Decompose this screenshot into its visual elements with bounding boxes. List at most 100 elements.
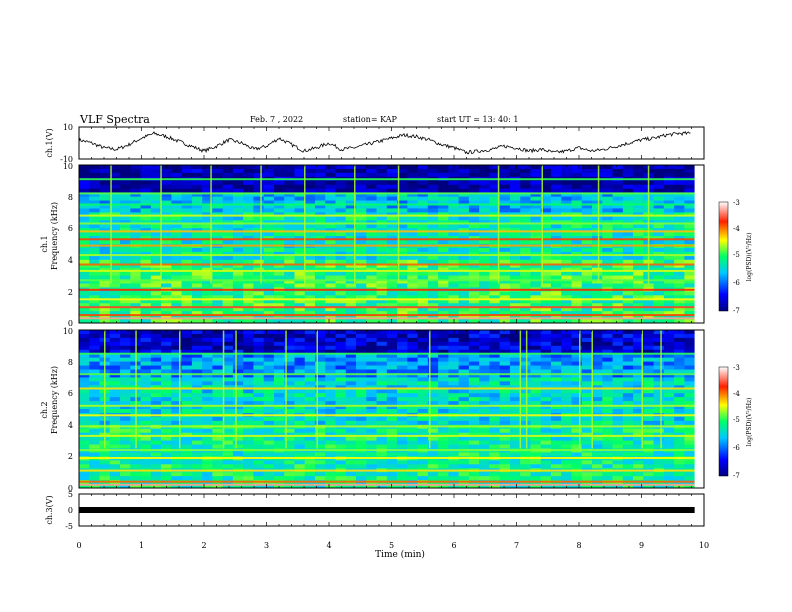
- ch2-spec-cell: [571, 333, 583, 339]
- ch2-spec-cell: [89, 428, 100, 434]
- ch1-spec-cell: [653, 299, 665, 304]
- ch2-spec-cell: [171, 409, 182, 414]
- ch2-spec-cell: [356, 440, 367, 445]
- ch2-spec-cell: [489, 397, 501, 402]
- ch1-spec-cell: [222, 303, 234, 308]
- ch1-spec-cell: [89, 192, 100, 197]
- ch2-spec-cell: [417, 420, 429, 426]
- ch2-spec-cell: [335, 381, 347, 386]
- ch1-spec-cell: [161, 192, 172, 197]
- ch1-spec-cell: [335, 236, 347, 241]
- ch2-spec-cell: [294, 405, 306, 410]
- ch2-spec-cell: [150, 369, 162, 374]
- ch2-spec-cell: [314, 460, 326, 465]
- ch2-spec-cell: [325, 365, 336, 370]
- ch1-spec-cell: [520, 275, 531, 280]
- ch1-spec-cell: [232, 212, 244, 217]
- ch2-spec-cell: [417, 472, 429, 477]
- ch1-spec-cell: [366, 283, 377, 288]
- ch2-spec-cell: [109, 409, 121, 414]
- ch1-spec-cell: [335, 259, 347, 265]
- ch2-spec-cell: [366, 353, 377, 359]
- ch2-spec-cell: [99, 476, 111, 481]
- ch1-spec-cell: [253, 192, 265, 197]
- ch1-spec-cell: [212, 251, 224, 257]
- ch1-spec-cell: [417, 311, 429, 316]
- ch1-spec-cell: [561, 267, 572, 273]
- ch1-spec-cell: [304, 172, 316, 178]
- ch2-spec-cell: [304, 472, 316, 477]
- ch2-spec-cell: [581, 353, 593, 359]
- ch2-spec-cell: [366, 337, 377, 343]
- ch1-spec-cell: [571, 184, 583, 190]
- ch2-spec-cell: [407, 401, 418, 406]
- ch2-spectrogram-panel: 0 2 4 6 8 10 ch.2 Frequency (kHz): [40, 327, 705, 493]
- ch1-spec-cell: [202, 200, 213, 205]
- ch1-spec-cell: [407, 299, 418, 304]
- ch2-spec-cell: [499, 397, 511, 402]
- ch1-spec-cell: [304, 283, 316, 288]
- ch2-spec-cell: [592, 472, 603, 477]
- ch1-spec-cell: [438, 267, 449, 273]
- ch1-spec-cell: [684, 311, 696, 316]
- ch1-spec-cell: [304, 236, 316, 241]
- ch2-spec-cell: [479, 361, 490, 366]
- ch1-cbar-tick-4: -4: [733, 225, 740, 233]
- ch1-spec-cell: [438, 200, 449, 205]
- ch1-spec-cell: [674, 311, 685, 316]
- ch1-spec-cell: [181, 232, 193, 237]
- ch2-spec-cell: [674, 385, 685, 390]
- ch1-spec-cell: [571, 165, 583, 170]
- ch1-spec-cell: [458, 299, 470, 304]
- ch1-spec-cell: [243, 315, 254, 320]
- ch1-spec-ylabel: ch.1: [40, 235, 49, 252]
- ch2-spec-cell: [202, 357, 213, 362]
- ch1-spec-cell: [120, 247, 131, 253]
- ch2-spec-cell: [304, 409, 316, 414]
- ch2-spec-cell: [530, 357, 542, 362]
- ch1-spec-cell: [161, 267, 172, 273]
- ch1-spec-cell: [571, 299, 583, 304]
- ch1-spec-cell: [684, 319, 696, 324]
- ch1-spec-cell: [294, 251, 306, 257]
- ch2-spec-cell: [509, 472, 521, 477]
- ch1-spec-cell: [376, 208, 388, 213]
- ch1-spec-cell: [438, 168, 449, 174]
- ch1-spec-cell: [550, 303, 562, 308]
- ch1-spec-cell: [581, 172, 593, 178]
- ch2-spec-cell: [386, 436, 398, 441]
- ch2-spec-cell: [643, 476, 654, 481]
- ch2-spec-cell: [540, 472, 552, 477]
- ch1-cbar-tick-5: -5: [733, 251, 740, 259]
- ch2-spec-cell: [458, 373, 470, 378]
- ch2-spec-cell: [386, 330, 398, 335]
- ch1-spec-cell: [540, 200, 552, 205]
- ch2-spec-cell: [530, 361, 542, 366]
- ch2-spec-cell: [263, 369, 275, 374]
- ch1-spec-cell: [294, 315, 306, 320]
- ch1-spec-cell: [499, 267, 511, 273]
- ch1-spec-cell: [386, 279, 398, 284]
- ch2-spec-cell: [612, 357, 624, 362]
- ch1-spec-cell: [120, 208, 131, 213]
- ch1-spec-cell: [468, 180, 480, 186]
- ch1-spec-cell: [581, 311, 593, 316]
- ch1-spec-cell: [130, 315, 141, 320]
- ch2-spec-cell: [417, 365, 429, 370]
- ch1-spec-cell: [191, 295, 203, 300]
- ch1-spec-cell: [150, 184, 162, 190]
- ch2-spec-cell: [386, 365, 398, 370]
- ch2-spec-cell: [202, 476, 213, 481]
- ch2-spec-cell: [684, 353, 696, 359]
- ch1-spec-cell: [181, 228, 193, 233]
- ch1-spec-cell: [468, 200, 480, 205]
- ch2-spec-cell: [366, 420, 377, 426]
- ch1-spec-cell: [294, 279, 306, 284]
- ch2-spec-cell: [622, 333, 634, 339]
- ch2-spec-cell: [325, 409, 336, 414]
- ch2-spec-cell: [161, 432, 172, 438]
- ch1-spec-cell: [520, 216, 531, 221]
- ch2-spec-cell: [509, 377, 521, 382]
- ch1-spec-cell: [468, 204, 480, 209]
- ch1-spec-cell: [335, 299, 347, 304]
